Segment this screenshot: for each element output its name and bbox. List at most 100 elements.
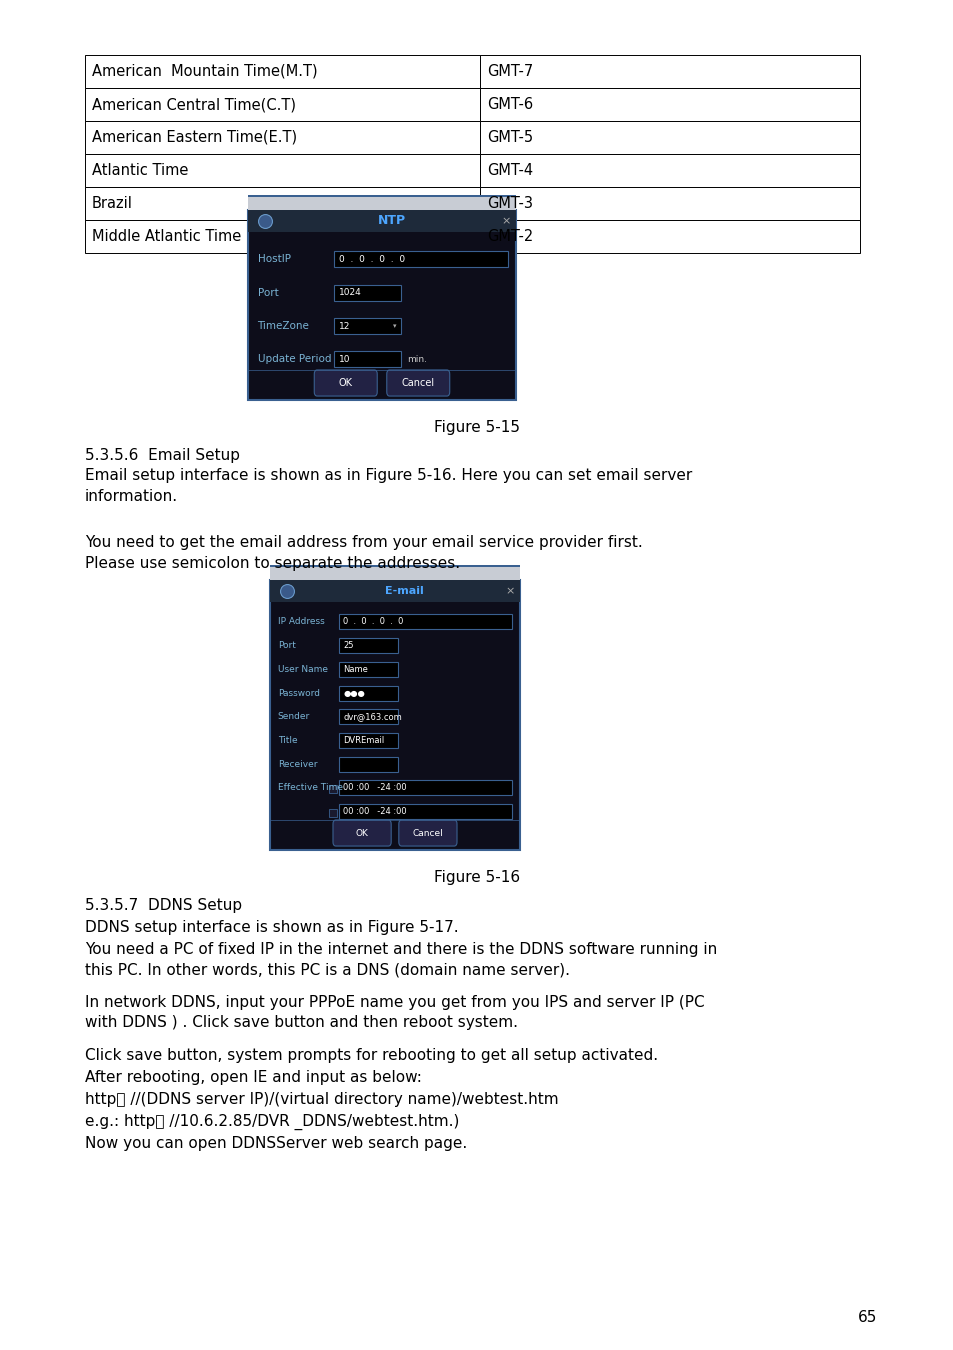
Bar (270, 580, 519, 602)
Bar (479, 154, 859, 188)
Bar (479, 88, 859, 122)
Bar (334, 251, 508, 267)
Text: Receiver: Receiver (277, 760, 316, 768)
Bar (329, 809, 336, 817)
Text: GMT-2: GMT-2 (486, 230, 533, 244)
Text: DVREmail: DVREmail (343, 736, 384, 745)
Text: 00 :00   -24 :00: 00 :00 -24 :00 (343, 807, 407, 815)
Text: Title: Title (277, 736, 297, 745)
Text: Port: Port (257, 288, 278, 298)
Bar (338, 756, 397, 772)
Text: User Name: User Name (277, 664, 327, 674)
Text: HostIP: HostIP (257, 254, 291, 265)
Text: dvr@163.com: dvr@163.com (343, 713, 402, 721)
Bar (338, 733, 397, 748)
Bar (334, 351, 400, 367)
Text: ×: × (505, 586, 515, 595)
Text: 5.3.5.7  DDNS Setup: 5.3.5.7 DDNS Setup (85, 898, 242, 913)
Text: NTP: NTP (377, 215, 405, 228)
Bar (338, 614, 512, 629)
Bar (85, 88, 479, 122)
FancyBboxPatch shape (386, 370, 449, 396)
Bar (338, 639, 397, 653)
Text: Click save button, system prompts for rebooting to get all setup activated.: Click save button, system prompts for re… (85, 1048, 658, 1062)
FancyBboxPatch shape (398, 819, 456, 846)
Text: OK: OK (338, 378, 353, 387)
Bar (85, 122, 479, 154)
Bar (85, 188, 479, 220)
Bar (85, 154, 479, 188)
Text: Figure 5-15: Figure 5-15 (434, 420, 519, 435)
Text: American Central Time(C.T): American Central Time(C.T) (91, 97, 295, 112)
Text: Effective Time: Effective Time (277, 783, 342, 792)
Bar (479, 188, 859, 220)
Text: Brazil: Brazil (91, 196, 132, 211)
Bar (248, 211, 516, 232)
Bar (479, 122, 859, 154)
Text: Atlantic Time: Atlantic Time (91, 163, 188, 178)
Bar (479, 55, 859, 88)
Bar (334, 285, 400, 301)
Text: E-mail: E-mail (385, 586, 423, 595)
Bar (248, 211, 516, 400)
Text: Cancel: Cancel (401, 378, 435, 387)
Text: Name: Name (343, 664, 368, 674)
Text: Password: Password (277, 688, 319, 698)
Bar (270, 566, 519, 567)
Bar (338, 780, 512, 795)
Text: IP Address: IP Address (277, 617, 324, 626)
Text: 1024: 1024 (338, 289, 361, 297)
Bar (329, 786, 336, 794)
Text: ×: × (501, 216, 511, 225)
Bar (270, 566, 519, 580)
Text: GMT-4: GMT-4 (486, 163, 532, 178)
Text: You need a PC of fixed IP in the internet and there is the DDNS software running: You need a PC of fixed IP in the interne… (85, 942, 717, 977)
Text: GMT-3: GMT-3 (486, 196, 532, 211)
Text: Figure 5-16: Figure 5-16 (434, 869, 519, 886)
Text: Port: Port (277, 641, 295, 651)
Bar (248, 196, 516, 211)
Bar (85, 220, 479, 252)
Text: http： //(DDNS server IP)/(virtual directory name)/webtest.htm: http： //(DDNS server IP)/(virtual direct… (85, 1092, 558, 1107)
Text: 5.3.5.6  Email Setup: 5.3.5.6 Email Setup (85, 448, 240, 463)
FancyBboxPatch shape (333, 819, 391, 846)
FancyBboxPatch shape (314, 370, 376, 396)
Bar (338, 686, 397, 701)
Text: You need to get the email address from your email service provider first.
Please: You need to get the email address from y… (85, 535, 642, 571)
Text: GMT-6: GMT-6 (486, 97, 532, 112)
Bar (338, 805, 512, 819)
Bar (338, 709, 397, 724)
Text: 10: 10 (338, 355, 350, 364)
Text: Update Period: Update Period (257, 355, 331, 364)
Text: min.: min. (407, 355, 427, 364)
Text: GMT-7: GMT-7 (486, 63, 533, 80)
Text: Email setup interface is shown as in Figure 5-16. Here you can set email server
: Email setup interface is shown as in Fig… (85, 468, 692, 504)
Text: American Eastern Time(E.T): American Eastern Time(E.T) (91, 130, 296, 144)
Text: In network DDNS, input your PPPoE name you get from you IPS and server IP (PC
wi: In network DDNS, input your PPPoE name y… (85, 995, 704, 1030)
Text: Cancel: Cancel (412, 829, 443, 837)
Text: American  Mountain Time(M.T): American Mountain Time(M.T) (91, 63, 317, 80)
Text: 12: 12 (338, 321, 350, 331)
Text: After rebooting, open IE and input as below:: After rebooting, open IE and input as be… (85, 1071, 421, 1085)
Text: 0  .  0  .  0  .  0: 0 . 0 . 0 . 0 (338, 255, 404, 265)
Text: ●●●: ●●● (343, 688, 365, 698)
Text: 0  .  0  .  0  .  0: 0 . 0 . 0 . 0 (343, 617, 403, 626)
Text: GMT-5: GMT-5 (486, 130, 532, 144)
Text: Middle Atlantic Time: Middle Atlantic Time (91, 230, 241, 244)
Text: ▾: ▾ (393, 323, 396, 329)
Text: Now you can open DDNSServer web search page.: Now you can open DDNSServer web search p… (85, 1135, 467, 1152)
Bar (270, 580, 519, 850)
Text: OK: OK (355, 829, 368, 837)
Text: 25: 25 (343, 641, 354, 651)
Bar (85, 55, 479, 88)
Text: 00 :00   -24 :00: 00 :00 -24 :00 (343, 783, 407, 792)
Bar (479, 220, 859, 252)
Bar (248, 194, 516, 197)
Text: Sender: Sender (277, 713, 310, 721)
Bar (334, 319, 400, 333)
Text: TimeZone: TimeZone (257, 321, 309, 331)
Bar (338, 662, 397, 676)
Text: DDNS setup interface is shown as in Figure 5-17.: DDNS setup interface is shown as in Figu… (85, 919, 458, 936)
Text: e.g.: http： //10.6.2.85/DVR _DDNS/webtest.htm.): e.g.: http： //10.6.2.85/DVR _DDNS/webtes… (85, 1114, 459, 1130)
Text: 65: 65 (858, 1311, 877, 1326)
